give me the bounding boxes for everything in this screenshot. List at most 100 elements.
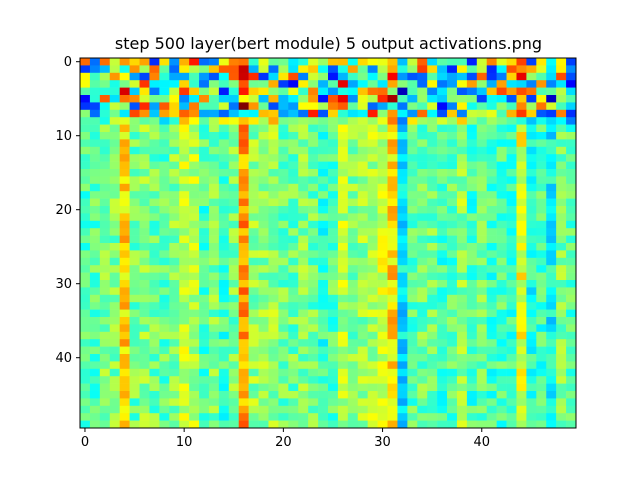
heatmap-cell bbox=[268, 420, 279, 429]
heatmap-cell bbox=[149, 361, 160, 370]
heatmap-cell bbox=[139, 102, 150, 111]
heatmap-cell bbox=[179, 398, 190, 407]
heatmap-cell bbox=[556, 287, 567, 296]
heatmap-cell bbox=[159, 58, 170, 66]
heatmap-cell bbox=[427, 191, 438, 199]
heatmap-cell bbox=[258, 191, 269, 199]
heatmap-cell bbox=[179, 287, 190, 296]
heatmap-cell bbox=[486, 317, 497, 325]
heatmap-cell bbox=[407, 220, 418, 229]
heatmap-cell bbox=[506, 228, 517, 236]
heatmap-cell bbox=[357, 95, 368, 103]
heatmap-cell bbox=[526, 220, 537, 229]
heatmap-cell bbox=[189, 346, 200, 355]
heatmap-cell bbox=[486, 272, 497, 281]
heatmap-cell bbox=[109, 309, 120, 318]
heatmap-cell bbox=[456, 257, 468, 266]
heatmap-cell bbox=[486, 220, 497, 229]
heatmap-cell bbox=[238, 420, 249, 429]
heatmap-cell bbox=[367, 309, 378, 318]
heatmap-cell bbox=[437, 361, 448, 370]
heatmap-cell bbox=[496, 109, 507, 118]
heatmap-cell bbox=[556, 109, 567, 118]
heatmap-cell bbox=[367, 117, 378, 125]
heatmap-cell bbox=[298, 383, 309, 392]
heatmap-cell bbox=[328, 265, 339, 273]
heatmap-cell bbox=[199, 176, 210, 185]
heatmap-cell bbox=[328, 309, 339, 318]
heatmap-cell bbox=[298, 154, 309, 162]
heatmap-cell bbox=[258, 413, 269, 421]
heatmap-cell bbox=[99, 339, 111, 347]
heatmap-cell bbox=[526, 235, 537, 244]
heatmap-cell bbox=[377, 250, 388, 259]
heatmap-cell bbox=[288, 287, 299, 296]
heatmap-cell bbox=[337, 243, 349, 251]
heatmap-cell bbox=[516, 235, 527, 244]
heatmap-cell bbox=[308, 383, 319, 392]
heatmap-cell bbox=[397, 58, 408, 66]
heatmap-cell bbox=[417, 65, 428, 74]
heatmap-cell bbox=[159, 324, 170, 333]
heatmap-cell bbox=[238, 87, 249, 96]
heatmap-cell bbox=[129, 257, 140, 266]
heatmap-cell bbox=[199, 220, 210, 229]
heatmap-cell bbox=[129, 420, 140, 429]
heatmap-cell bbox=[566, 309, 577, 318]
heatmap-cell bbox=[278, 280, 289, 288]
heatmap-cell bbox=[347, 346, 359, 355]
heatmap-cell bbox=[456, 317, 468, 325]
heatmap-cell bbox=[80, 391, 91, 399]
heatmap-cell bbox=[189, 154, 200, 162]
heatmap-cell bbox=[228, 146, 240, 155]
heatmap-cell bbox=[278, 272, 289, 281]
heatmap-cell bbox=[526, 72, 537, 81]
heatmap-cell bbox=[486, 354, 497, 362]
heatmap-cell bbox=[189, 398, 200, 407]
heatmap-cell bbox=[238, 280, 249, 288]
heatmap-cell bbox=[407, 72, 418, 81]
heatmap-cell bbox=[337, 280, 349, 288]
heatmap-cell bbox=[407, 272, 418, 281]
heatmap-cell bbox=[556, 368, 567, 377]
heatmap-cell bbox=[129, 95, 140, 103]
heatmap-cell bbox=[218, 109, 230, 118]
heatmap-cell bbox=[139, 72, 150, 81]
heatmap-cell bbox=[397, 132, 408, 140]
heatmap-cell bbox=[546, 191, 557, 199]
heatmap-cell bbox=[328, 87, 339, 96]
heatmap-cell bbox=[466, 72, 478, 81]
heatmap-cell bbox=[466, 161, 478, 170]
heatmap-cell bbox=[308, 161, 319, 170]
heatmap-cell bbox=[456, 154, 468, 162]
heatmap-cell bbox=[179, 243, 190, 251]
heatmap-cell bbox=[417, 398, 428, 407]
heatmap-cell bbox=[298, 228, 309, 236]
heatmap-cell bbox=[387, 198, 398, 207]
heatmap-cell bbox=[546, 243, 557, 251]
heatmap-cell bbox=[149, 80, 160, 88]
heatmap-cell bbox=[169, 206, 180, 214]
heatmap-cell bbox=[80, 80, 91, 88]
heatmap-cell bbox=[546, 420, 557, 429]
heatmap-cell bbox=[387, 58, 398, 66]
heatmap-cell bbox=[367, 243, 378, 251]
heatmap-cell bbox=[367, 102, 378, 111]
heatmap-cell bbox=[526, 405, 537, 414]
heatmap-cell bbox=[99, 139, 111, 148]
heatmap-cell bbox=[496, 58, 507, 66]
heatmap-cell bbox=[228, 176, 240, 185]
heatmap-cell bbox=[268, 287, 279, 296]
chart-title: step 500 layer(bert module) 5 output act… bbox=[115, 34, 542, 53]
heatmap-cell bbox=[476, 339, 488, 347]
heatmap-cell bbox=[437, 391, 448, 399]
heatmap-cell bbox=[417, 58, 428, 66]
heatmap-cell bbox=[466, 87, 478, 96]
heatmap-cell bbox=[328, 161, 339, 170]
heatmap-cell bbox=[109, 368, 120, 377]
heatmap-cell bbox=[407, 294, 418, 303]
heatmap-cell bbox=[556, 257, 567, 266]
heatmap-cell bbox=[298, 161, 309, 170]
heatmap-cell bbox=[208, 109, 220, 118]
heatmap-cell bbox=[516, 272, 527, 281]
